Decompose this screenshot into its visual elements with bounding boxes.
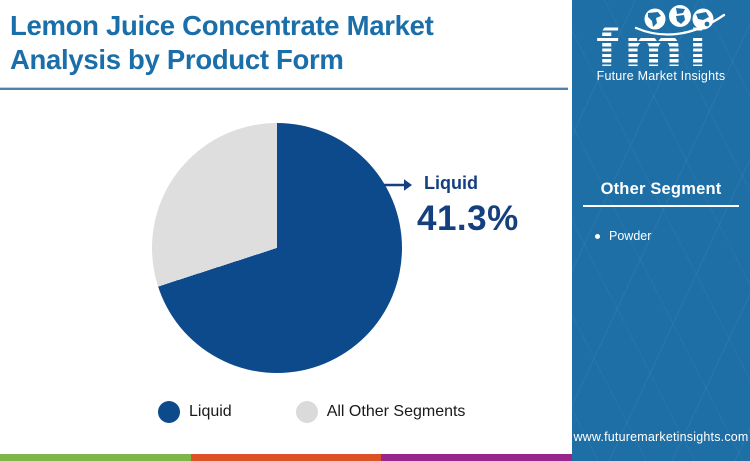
pie-chart [152, 123, 402, 373]
callout-value: 41.3% [417, 199, 519, 238]
side-panel-item-label: Powder [609, 229, 652, 243]
callout-arrow-icon [384, 179, 412, 191]
globe-americas-icon [644, 8, 666, 30]
legend-swatch [158, 400, 180, 423]
chart-legend: Liquid All Other Segments [158, 400, 465, 423]
fmi-logo-wordmark: fmi [596, 15, 713, 78]
side-panel-list-item: Powder [595, 229, 651, 243]
orbit-swoosh-icon [634, 13, 726, 36]
footer-stripe [381, 454, 573, 461]
callout-label: Liquid [424, 173, 478, 193]
side-panel: fmi Future Market Insights Other Segment… [572, 0, 750, 461]
footer-stripe [190, 454, 382, 461]
fmi-logo-tagline: Future Market Insights [596, 69, 726, 83]
footer-stripe-bar [0, 454, 573, 461]
page-title: Lemon Juice Concentrate Market Analysis … [10, 10, 434, 75]
legend-label: Liquid [189, 402, 232, 420]
website-url: www.futuremarketinsights.com [573, 430, 749, 444]
globe-asia-icon [692, 8, 714, 30]
legend-item-all-other-segments: All Other Segments [295, 400, 466, 423]
globe-europe-icon [669, 5, 691, 27]
legend-item-liquid: Liquid [158, 400, 232, 423]
bullet-icon [595, 234, 600, 239]
side-panel-heading: Other Segment [600, 180, 722, 198]
legend-label: All Other Segments [326, 402, 466, 420]
side-panel-heading-underline [583, 205, 739, 207]
fmi-logo-globes [634, 5, 726, 36]
title-divider [0, 87, 568, 90]
footer-stripe [0, 454, 191, 461]
legend-swatch [295, 400, 318, 423]
